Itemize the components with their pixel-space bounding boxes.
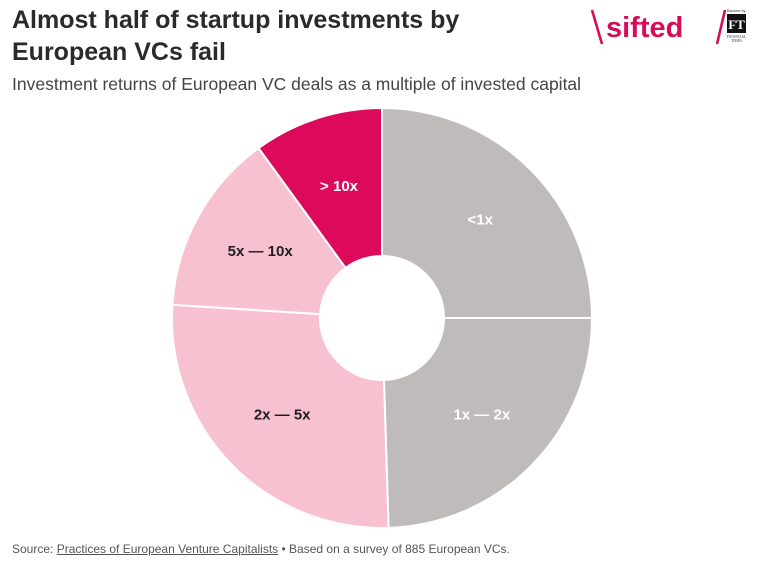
slice-label: 2x — 5x: [254, 407, 311, 424]
chart-subtitle: Investment returns of European VC deals …: [12, 74, 582, 94]
sifted-ft-logo[interactable]: sifted Backed by FT FINANCIAL TIMES: [590, 6, 750, 50]
slice-label: > 10x: [320, 178, 359, 195]
ft-mark-text: FT: [728, 17, 745, 32]
pie-slice: [382, 317, 594, 529]
logo-backed-by: Backed by: [727, 8, 746, 13]
ft-mark-box: [727, 14, 746, 33]
ft-name-line1: FINANCIAL: [727, 35, 746, 39]
chart-title: Almost half of startup investments by Eu…: [12, 6, 460, 66]
logo-slash-left: [590, 9, 604, 45]
logo-slash-right: [715, 9, 727, 45]
slice-label: 5x — 10x: [228, 243, 294, 260]
source-prefix: Source:: [12, 542, 57, 556]
source-note: • Based on a survey of 885 European VCs.: [278, 542, 510, 556]
ft-name-line2: TIMES: [731, 39, 742, 43]
pie-slice: [171, 146, 347, 316]
slice-label: 1x — 2x: [453, 407, 510, 424]
logo-brand-text: sifted: [606, 12, 683, 44]
source-footer: Source: Practices of European Venture Ca…: [12, 541, 752, 557]
pie-slice: [257, 106, 383, 270]
pie-slice: [171, 303, 390, 529]
pie-slice: [381, 106, 594, 319]
source-link[interactable]: Practices of European Venture Capitalist…: [56, 542, 279, 556]
slice-label: <1x: [468, 212, 494, 229]
